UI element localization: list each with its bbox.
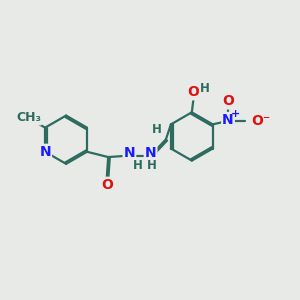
Text: N: N: [222, 113, 234, 127]
Text: O: O: [222, 94, 234, 108]
Text: H: H: [133, 158, 142, 172]
Text: CH₃: CH₃: [16, 111, 41, 124]
Text: H: H: [152, 123, 161, 136]
Text: H: H: [147, 159, 157, 172]
Text: O: O: [188, 85, 200, 99]
Text: N: N: [124, 146, 135, 160]
Text: +: +: [231, 109, 240, 119]
Text: O: O: [101, 178, 113, 192]
Text: O⁻: O⁻: [252, 114, 271, 128]
Text: N: N: [145, 146, 156, 160]
Text: H: H: [200, 82, 210, 95]
Text: N: N: [39, 145, 51, 159]
